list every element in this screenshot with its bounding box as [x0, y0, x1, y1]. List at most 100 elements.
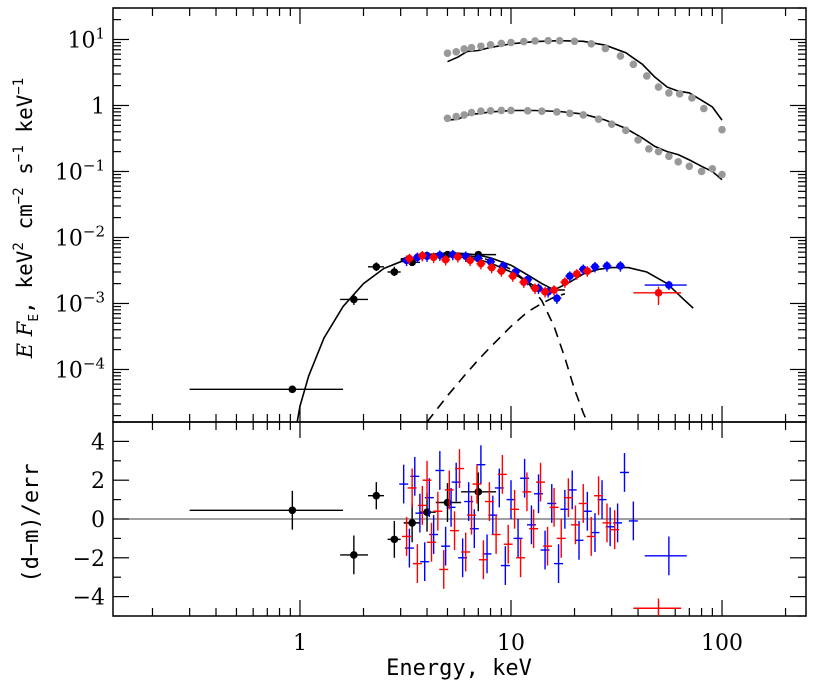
data-point: [466, 256, 474, 265]
data-point: [452, 112, 461, 121]
data-point: [700, 104, 708, 113]
data-point: [654, 147, 663, 156]
data-point: [566, 272, 574, 280]
y-axis-label-part: −1: [11, 145, 27, 162]
data-point: [454, 252, 462, 261]
data-point: [520, 37, 528, 46]
data-point: [418, 251, 427, 260]
top-plot-area: [189, 36, 726, 422]
data-point: [487, 263, 496, 272]
data-point: [497, 39, 506, 48]
data-point: [497, 106, 506, 115]
residual-point: [372, 491, 381, 500]
y-axis-label-part: E F: [13, 320, 37, 359]
data-point: [553, 294, 561, 303]
y-tick-label: 2: [91, 469, 105, 494]
data-point: [718, 125, 726, 134]
data-point: [441, 255, 450, 264]
data-point: [642, 72, 651, 80]
data-point: [665, 89, 673, 97]
y-tick-label: 10−2: [55, 222, 105, 251]
data-point: [452, 48, 461, 56]
data-point: [553, 108, 561, 116]
data-point: [429, 253, 438, 262]
data-point: [675, 90, 684, 98]
data-point: [616, 52, 625, 60]
y-axis-label-part: −2: [11, 187, 27, 204]
data-point: [587, 40, 596, 48]
data-point: [654, 289, 663, 297]
y-tick-label: 10−4: [55, 354, 105, 383]
residual-point: [474, 488, 483, 496]
residual-point: [408, 519, 416, 527]
data-point: [443, 49, 452, 57]
data-point: [477, 259, 485, 268]
model-component-curve: [426, 293, 566, 422]
data-point: [486, 107, 495, 115]
data-point: [467, 43, 476, 52]
data-point: [477, 42, 485, 51]
y-tick-label: 0: [91, 508, 105, 533]
data-point: [561, 278, 569, 287]
data-point: [570, 37, 579, 46]
data-point: [654, 83, 663, 91]
data-point: [372, 262, 381, 271]
data-point: [538, 107, 546, 115]
y-axis-label-part: keV: [13, 94, 37, 145]
y-tick-label: −4: [73, 586, 105, 611]
residual-point: [390, 535, 399, 544]
data-point: [443, 114, 452, 123]
model-curve: [447, 109, 723, 181]
y-tick-label: 101: [67, 24, 105, 53]
data-point: [594, 115, 603, 123]
data-point: [497, 267, 506, 275]
data-point: [531, 37, 539, 45]
x-axis-label: Energy, keV: [386, 656, 532, 681]
residual-point: [288, 506, 297, 515]
data-point: [718, 170, 726, 179]
y-tick-label: 1: [91, 94, 105, 119]
y-axis-label-part: , keV: [13, 250, 37, 314]
data-point: [486, 257, 495, 266]
data-point: [523, 107, 532, 115]
data-point: [460, 45, 468, 53]
model-curve: [296, 255, 694, 422]
data-point: [674, 158, 683, 166]
data-point: [665, 152, 673, 161]
data-point: [550, 286, 558, 294]
data-point: [486, 41, 495, 49]
data-point: [616, 262, 625, 270]
y-tick-label: 10−3: [55, 288, 105, 317]
data-point: [634, 136, 642, 144]
data-point: [603, 262, 611, 270]
data-point: [509, 272, 517, 280]
x-tick-label: 100: [701, 631, 743, 656]
y-tick-label: 10−1: [55, 156, 105, 185]
data-point: [544, 36, 552, 45]
data-point: [697, 167, 706, 176]
top-panel: 10−4 10−3 10−2 10−1 1 101: [55, 7, 807, 423]
data-point: [572, 270, 581, 278]
data-point: [645, 145, 653, 153]
y-axis-label-part: 2: [11, 242, 27, 250]
x-tick-label: 10: [497, 631, 525, 656]
data-point: [622, 126, 630, 135]
data-point: [520, 278, 528, 287]
y-axis-label-part: E: [27, 314, 42, 322]
residual-point: [350, 551, 358, 559]
data-point: [566, 109, 574, 118]
data-point: [688, 94, 696, 102]
bottom-panel: 1 10 100 −4 −2 0 2 4: [73, 421, 807, 656]
data-point: [507, 106, 515, 115]
data-point: [541, 288, 549, 296]
data-point: [607, 120, 616, 129]
model-component-curve: [400, 253, 589, 422]
data-point: [555, 36, 564, 45]
top-plot-frame: [112, 7, 807, 423]
data-point: [467, 108, 476, 117]
x-tick-label: 1: [293, 631, 307, 656]
data-point: [591, 262, 599, 271]
data-point: [460, 111, 468, 119]
data-point: [288, 385, 297, 394]
